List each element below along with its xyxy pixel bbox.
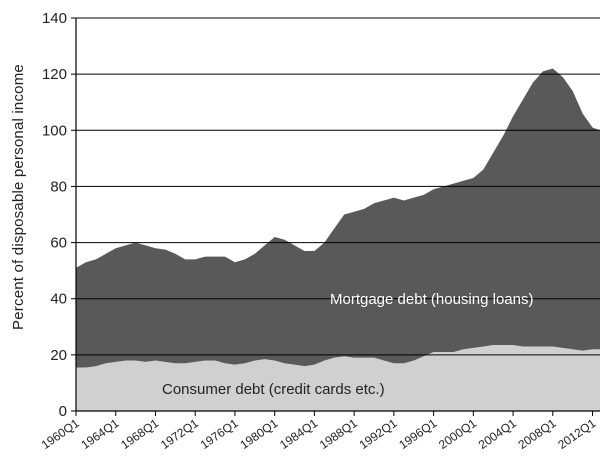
- x-tick-label: 1960Q1: [39, 416, 82, 452]
- mortgage-area-label: Mortgage debt (housing loans): [330, 291, 533, 308]
- x-tick-label: 2000Q1: [436, 416, 479, 452]
- y-tick-label: 120: [42, 66, 67, 83]
- y-tick-labels: 0 20 40 60 80 100 120 140: [42, 10, 67, 420]
- y-tick-label: 20: [50, 347, 67, 364]
- consumer-debt-area: [76, 345, 600, 411]
- x-tick-label: 1976Q1: [198, 416, 241, 452]
- y-tick-label: 40: [50, 291, 67, 308]
- axes: [71, 17, 600, 416]
- x-tick-label: 1996Q1: [396, 416, 439, 452]
- x-tick-label: 1992Q1: [357, 416, 400, 452]
- y-tick-label: 140: [42, 10, 67, 27]
- y-axis-title: Percent of disposable personal income: [10, 64, 27, 330]
- x-tick-label: 1964Q1: [78, 416, 121, 452]
- mortgage-debt-area: [76, 68, 600, 411]
- x-tick-label: 2004Q1: [476, 416, 519, 452]
- y-tick-label: 60: [50, 235, 67, 252]
- y-tick-label: 80: [50, 178, 67, 195]
- x-tick-label: 2012Q1: [555, 416, 598, 452]
- gridlines: [76, 17, 600, 356]
- x-tick-label: 2008Q1: [516, 416, 559, 452]
- y-tick-label: 100: [42, 122, 67, 139]
- plot-area: [76, 68, 600, 411]
- x-tick-labels: 1960Q11964Q11968Q11972Q11976Q11980Q11984…: [39, 416, 599, 452]
- x-tick-label: 1984Q1: [277, 416, 320, 452]
- x-tick-label: 1988Q1: [317, 416, 360, 452]
- x-tick-label: 1980Q1: [237, 416, 280, 452]
- consumer-area-label: Consumer debt (credit cards etc.): [162, 381, 385, 398]
- x-tick-label: 1968Q1: [118, 416, 161, 452]
- x-tick-label: 1972Q1: [158, 416, 201, 452]
- y-tick-label: 0: [59, 403, 67, 420]
